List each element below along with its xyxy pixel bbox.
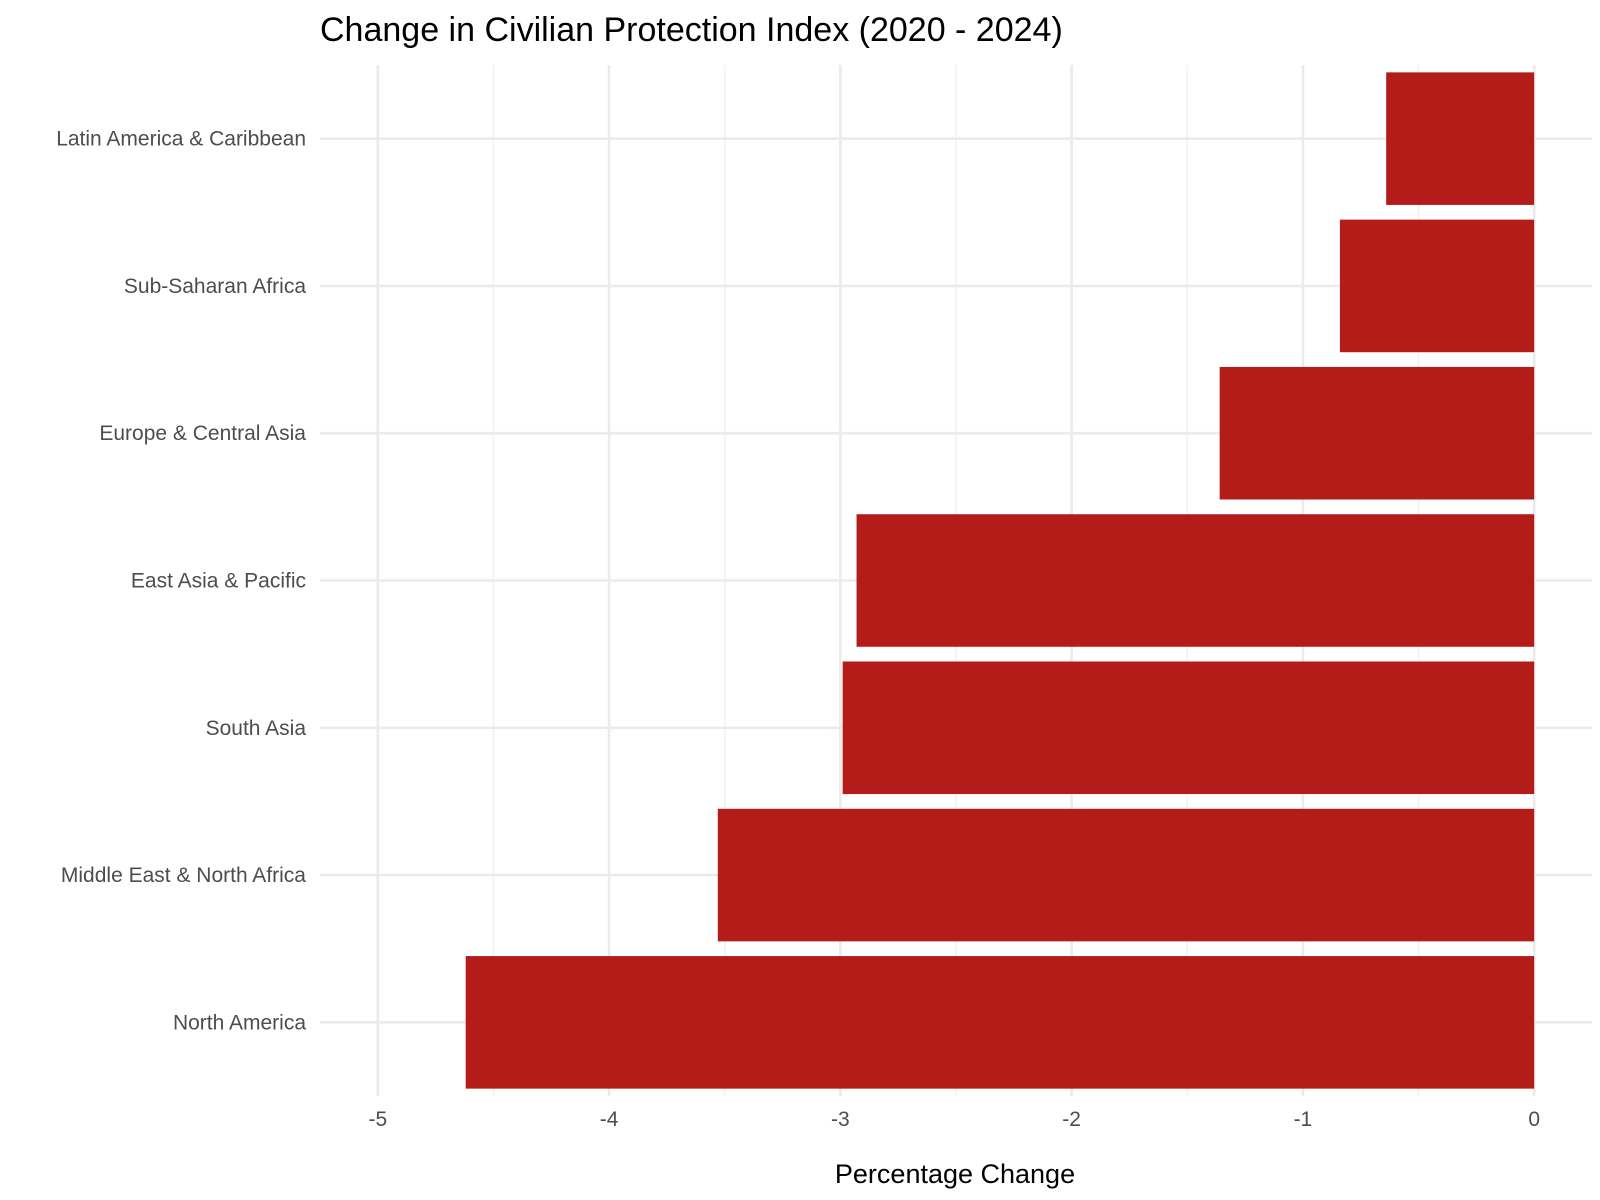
y-tick-label: Europe & Central Asia (99, 422, 306, 445)
x-tick-label: -3 (831, 1108, 850, 1131)
bar (1386, 72, 1535, 205)
x-axis-labels: -5 -4 -3 -2 -1 0 (368, 1108, 1540, 1131)
x-tick-label: -2 (1062, 1108, 1081, 1131)
bar (1219, 366, 1535, 500)
y-axis-labels: Latin America & Caribbean Sub-Saharan Afr… (56, 128, 306, 1035)
y-tick-label: South Asia (206, 717, 307, 740)
y-tick-label: Sub-Saharan Africa (124, 275, 306, 298)
x-tick-label: 0 (1528, 1108, 1540, 1131)
x-tick-label: -4 (600, 1108, 619, 1131)
y-tick-label: North America (173, 1011, 306, 1034)
bar (465, 956, 1535, 1089)
bar (842, 661, 1535, 795)
x-tick-label: -1 (1294, 1108, 1313, 1131)
bar (717, 808, 1535, 942)
y-tick-label: East Asia & Pacific (131, 570, 306, 593)
y-tick-label: Latin America & Caribbean (56, 128, 306, 151)
bar (1339, 219, 1535, 353)
x-tick-label: -5 (368, 1108, 387, 1131)
chart-title: Change in Civilian Protection Index (202… (320, 11, 1063, 49)
bar (856, 514, 1535, 647)
x-axis-title: Percentage Change (835, 1159, 1075, 1189)
bars (465, 72, 1535, 1089)
y-tick-label: Middle East & North Africa (61, 864, 306, 887)
